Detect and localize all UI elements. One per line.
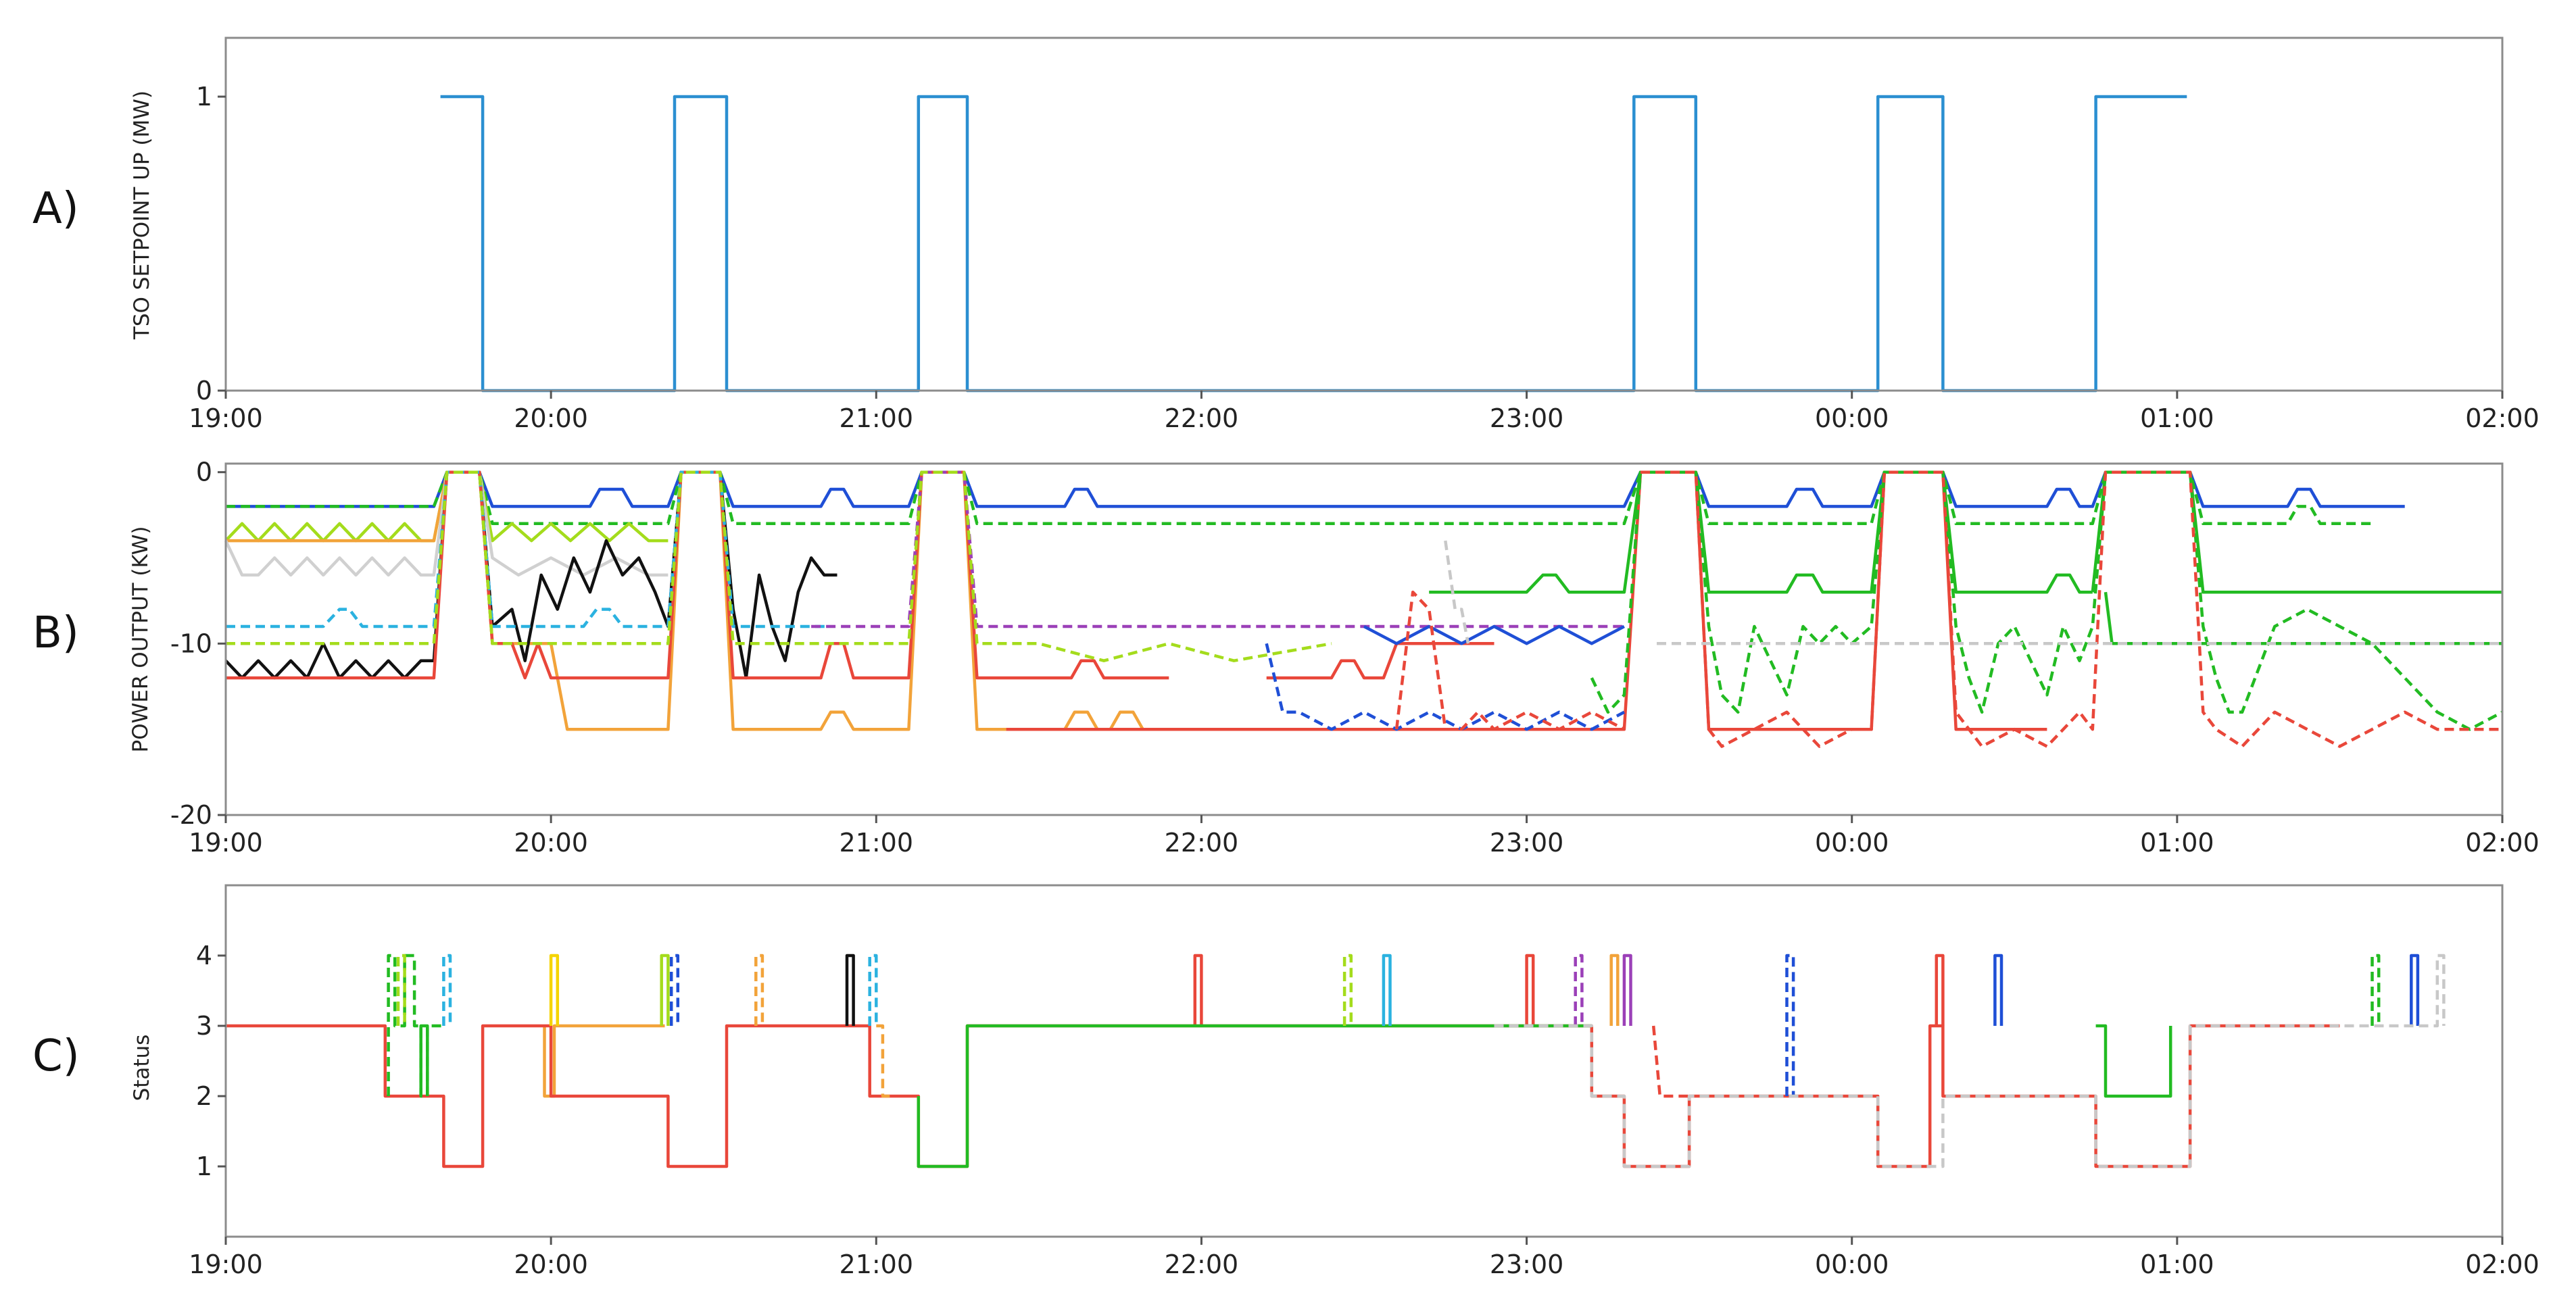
y-tick-label: 0 [196,458,212,487]
series-line [224,470,669,577]
series-line [2104,591,2502,645]
series-line [1525,954,1535,1026]
series-line [1265,643,1625,731]
series-line [754,954,764,1026]
x-tick-label: 02:00 [2465,828,2539,858]
series-line [1574,954,1584,1026]
series-line [1622,954,1632,1026]
series-line [1429,470,2093,594]
x-tick-label: 23:00 [1490,1250,1564,1279]
plot-frame [224,462,2504,816]
y-tick-label: 2 [196,1081,212,1111]
x-tick-label: 01:00 [2140,828,2214,858]
x-tick-label: 23:00 [1490,828,1564,858]
series-line [1609,954,1620,1026]
panel-c: C) Status 19:00 20:00 21:00 22:00 23:00 00:00 01… [32,884,2539,1279]
x-tick-label: 20:00 [514,1250,588,1279]
series-line [917,1024,1592,1168]
x-tick-label: 01:00 [2140,1250,2214,1279]
y-tick-label: 3 [196,1011,212,1041]
series-line [543,1024,665,1098]
series-line [224,470,837,680]
x-tick-label: 19:00 [189,828,263,858]
series-line [2095,1024,2172,1098]
y-tick-label: 1 [196,82,212,112]
x-tick-label: 19:00 [189,1250,263,1279]
series-line [1342,954,1353,1026]
series-line [868,954,878,1026]
x-tick-label: 02:00 [2465,1250,2539,1279]
series-line [1394,590,1625,731]
x-tick-label: 22:00 [1165,828,1239,858]
series-line [811,470,1624,628]
y-axis-label: POWER OUTPUT (KW) [128,526,153,753]
series-line [226,470,1332,662]
series-line [1935,954,1945,1026]
y-tick-label: -20 [170,800,212,830]
series-line [876,1024,893,1098]
series-line [660,954,670,1026]
y-tick-label: 0 [196,376,212,405]
plot-frame [224,884,2504,1238]
series-line [1382,954,1392,1026]
x-tick-label: 02:00 [2465,403,2539,433]
series-line [1651,1025,1690,1098]
y-axis-label: TSO SETPOINT UP (MW) [130,91,154,340]
x-tick-label: 19:00 [189,403,263,433]
y-tick-label: 4 [196,941,212,970]
x-tick-label: 20:00 [514,403,588,433]
y-tick-label: -10 [170,628,212,658]
series-line [549,954,560,1026]
series-line [1363,624,1625,645]
x-tick-label: 21:00 [840,828,914,858]
panel-a: A) TSO SETPOINT UP (MW) 19:00 20:00 21:00 22:… [32,36,2539,433]
y-axis-label: Status [130,1035,154,1102]
x-tick-label: 22:00 [1165,403,1239,433]
x-tick-label: 00:00 [1815,1250,1889,1279]
series-line [440,95,2187,393]
x-tick-label: 21:00 [840,1250,914,1279]
series-line [226,470,1169,680]
series-line [1993,954,2003,1026]
x-tick-label: 21:00 [840,403,914,433]
series-line [1641,470,2502,748]
series-line [419,1024,429,1096]
panel-b: B) POWER OUTPUT (KW) 19:00 20:00 21:00 22:00 2… [32,458,2539,858]
y-tick-label: 1 [196,1152,212,1181]
series-line [669,954,680,1026]
series-line [442,954,452,1026]
x-tick-label: 23:00 [1490,403,1564,433]
series-line [1785,954,1795,1096]
panel-letter: A) [32,184,79,234]
series-line [226,470,828,628]
x-tick-label: 00:00 [1815,403,1889,433]
x-tick-label: 00:00 [1815,828,1889,858]
x-tick-label: 20:00 [514,828,588,858]
x-tick-label: 01:00 [2140,403,2214,433]
panel-letter: C) [32,1031,80,1081]
series-line [1266,642,1494,680]
plot-frame [224,36,2504,392]
x-tick-label: 22:00 [1165,1250,1239,1279]
series-line [1494,954,2446,1168]
panel-letter: B) [32,608,79,658]
series-line [2410,954,2420,1026]
series-line [2371,954,2381,1026]
series-line [396,954,406,1026]
series-line [1006,470,2047,731]
series-line [845,954,855,1026]
series-line [1590,470,2504,731]
series-line [226,470,1169,731]
series-line [1193,954,1203,1026]
series-line [226,470,2405,508]
series-line [1444,540,1470,644]
